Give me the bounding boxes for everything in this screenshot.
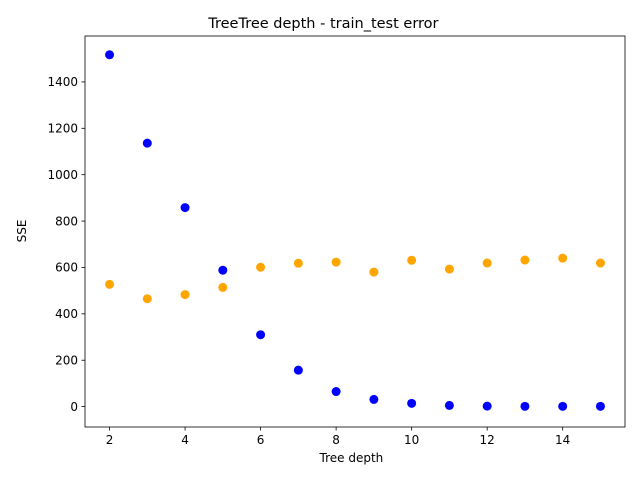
plot-frame: [84, 35, 626, 428]
y-axis-ticks: 0 200 400 600 800 1000 1200 1400: [47, 75, 85, 414]
y-tick-label: 400: [55, 307, 78, 321]
y-axis-label: SSE: [15, 220, 29, 243]
x-tick-label: 10: [404, 433, 419, 447]
data-point: [595, 401, 605, 411]
data-point: [595, 258, 605, 268]
data-point: [218, 265, 228, 275]
data-point: [444, 264, 454, 274]
data-point: [520, 401, 530, 411]
y-tick-label: 600: [55, 261, 78, 275]
data-point: [444, 400, 454, 410]
data-point: [407, 255, 417, 265]
x-tick-label: 8: [332, 433, 340, 447]
data-point: [180, 290, 190, 300]
data-point: [293, 365, 303, 375]
chart-title: TreeTree depth - train_test error: [207, 16, 438, 32]
data-point: [105, 50, 115, 60]
data-point: [256, 330, 266, 340]
y-tick-label: 1000: [47, 168, 78, 182]
data-point: [407, 398, 417, 408]
data-point: [331, 257, 341, 267]
data-point: [256, 262, 266, 272]
x-tick-label: 14: [555, 433, 570, 447]
data-point: [218, 282, 228, 292]
y-tick-label: 0: [70, 400, 78, 414]
x-tick-label: 4: [181, 433, 189, 447]
data-point: [142, 138, 152, 148]
data-point: [558, 401, 568, 411]
x-tick-label: 2: [106, 433, 114, 447]
data-point: [482, 401, 492, 411]
data-point: [369, 267, 379, 277]
y-tick-label: 200: [55, 354, 78, 368]
y-tick-label: 800: [55, 214, 78, 228]
x-tick-label: 6: [257, 433, 265, 447]
data-point: [558, 253, 568, 263]
x-tick-label: 12: [480, 433, 495, 447]
data-point: [293, 258, 303, 268]
data-point: [142, 294, 152, 304]
y-tick-label: 1400: [47, 75, 78, 89]
data-points: [105, 50, 605, 411]
data-point: [520, 255, 530, 265]
data-point: [180, 203, 190, 213]
data-point: [331, 387, 341, 397]
x-axis-ticks: 2 4 6 8 10 12 14: [106, 427, 570, 447]
data-point: [105, 279, 115, 289]
x-axis-label: Tree depth: [319, 451, 384, 465]
plot-area: [84, 35, 626, 428]
y-tick-label: 1200: [47, 122, 78, 136]
data-point: [369, 394, 379, 404]
data-point: [482, 258, 492, 268]
